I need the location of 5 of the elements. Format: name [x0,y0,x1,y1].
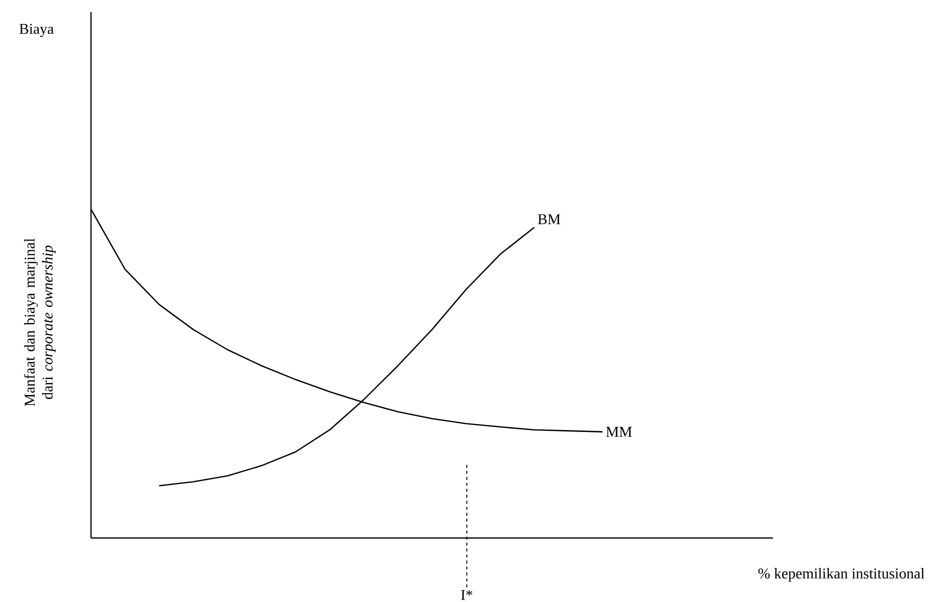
text: Biaya [19,24,54,38]
series-label: MM [606,427,632,437]
text: I* [461,590,472,600]
x-axis-title: % kepemilikan institusional [758,568,924,582]
series-label: BM [538,214,560,224]
